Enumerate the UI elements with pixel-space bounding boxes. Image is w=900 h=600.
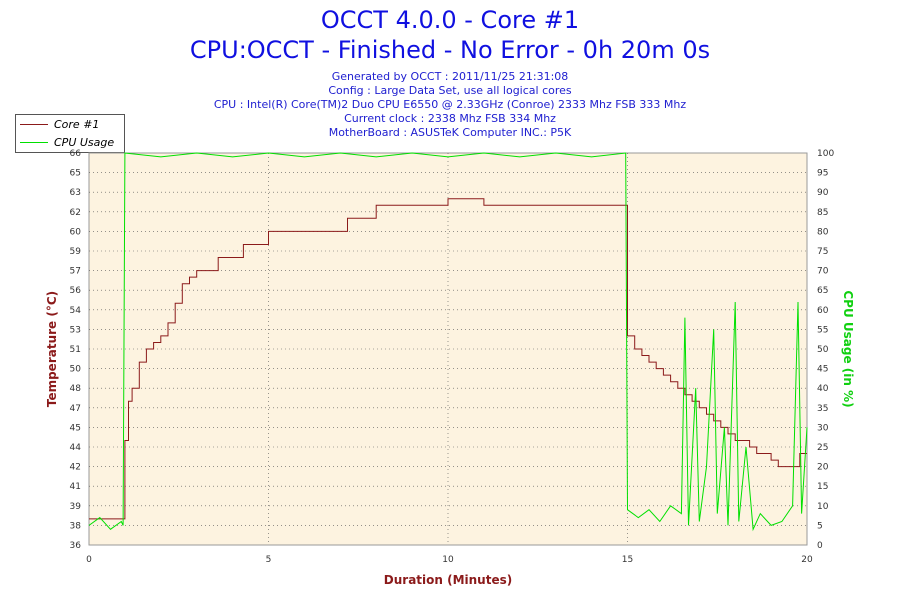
y2-tick-label: 85	[817, 208, 828, 218]
legend-label-cpu-usage: CPU Usage	[54, 135, 115, 149]
info-line-motherboard: MotherBoard : ASUSTeK Computer INC.: P5K	[328, 126, 572, 139]
y2-tick-label: 50	[817, 345, 829, 355]
y2-tick-label: 15	[817, 482, 828, 492]
legend-entry-core: Core #1	[20, 116, 99, 132]
y2-axis-label: CPU Usage (in %)	[841, 290, 855, 407]
y2-tick-label: 100	[817, 149, 834, 159]
chart-title: OCCT 4.0.0 - Core #1	[320, 6, 580, 34]
y2-tick-label: 0	[817, 541, 823, 551]
series-cpu-usage-line	[88, 152, 808, 532]
chart-legend: Core #1 CPU Usage	[15, 114, 125, 153]
y2-tick-label: 65	[817, 286, 828, 296]
y2-tick-label: 35	[817, 404, 828, 414]
info-line-cpu: CPU : Intel(R) Core(TM)2 Duo CPU E6550 @…	[213, 98, 687, 111]
series-core-line	[89, 198, 807, 520]
x-tick-label: 0	[86, 555, 92, 565]
y-axis-label: Temperature (°C)	[45, 291, 59, 407]
y-tick-label: 66	[70, 149, 82, 159]
y-tick-label: 62	[70, 208, 81, 218]
y2-tick-label: 30	[817, 423, 829, 433]
y2-tick-label: 45	[817, 365, 828, 375]
y2-tick-label: 90	[817, 188, 829, 198]
y-tick-label: 47	[70, 404, 81, 414]
y-tick-label: 38	[70, 521, 82, 531]
y-tick-label: 39	[70, 502, 82, 512]
x-tick-label: 5	[266, 555, 272, 565]
y2-tick-label: 10	[817, 502, 829, 512]
y-tick-label: 45	[70, 423, 81, 433]
y-tick-label: 60	[70, 227, 82, 237]
y2-tick-label: 80	[817, 227, 829, 237]
chart-subtitle: CPU:OCCT - Finished - No Error - 0h 20m …	[189, 36, 711, 64]
y-tick-label: 53	[70, 325, 81, 335]
y2-tick-label: 75	[817, 247, 828, 257]
y2-tick-label: 70	[817, 267, 829, 277]
y2-tick-label: 5	[817, 521, 823, 531]
y-tick-label: 54	[70, 306, 82, 316]
y-tick-label: 36	[70, 541, 82, 551]
x-tick-label: 15	[622, 555, 633, 565]
series-lines	[88, 152, 808, 532]
y-tick-label: 42	[70, 463, 81, 473]
y-tick-label: 48	[70, 384, 82, 394]
y-tick-label: 41	[70, 482, 81, 492]
x-tick-label: 10	[442, 555, 454, 565]
legend-entry-cpu-usage: CPU Usage	[20, 134, 114, 150]
y2-tick-label: 20	[817, 463, 829, 473]
grid-lines	[89, 153, 807, 545]
y-tick-label: 57	[70, 267, 81, 277]
y2-tick-label: 60	[817, 306, 829, 316]
info-line-config: Config : Large Data Set, use all logical…	[328, 84, 572, 97]
info-line-generated: Generated by OCCT : 2011/11/25 21:31:08	[331, 70, 569, 83]
legend-label-core: Core #1	[54, 117, 100, 131]
info-line-clock: Current clock : 2338 Mhz FSB 334 Mhz	[344, 112, 556, 125]
y-tick-label: 65	[70, 169, 81, 179]
y2-tick-label: 55	[817, 325, 828, 335]
y-tick-label: 44	[70, 443, 82, 453]
x-axis-label: Duration (Minutes)	[384, 573, 512, 587]
y-tick-label: 56	[70, 286, 82, 296]
x-tick-label: 20	[801, 555, 813, 565]
y-tick-label: 59	[70, 247, 82, 257]
y2-tick-label: 40	[817, 384, 829, 394]
y-tick-label: 51	[70, 345, 81, 355]
y2-tick-label: 95	[817, 169, 828, 179]
y-tick-label: 50	[70, 365, 82, 375]
y-tick-label: 63	[70, 188, 81, 198]
y2-tick-label: 25	[817, 443, 828, 453]
legend-swatch-cpu-usage	[20, 141, 48, 143]
legend-swatch-core	[20, 123, 48, 125]
